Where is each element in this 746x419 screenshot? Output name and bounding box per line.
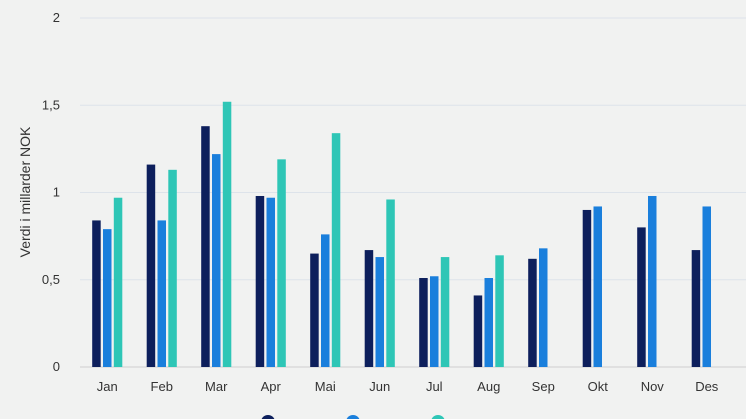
bar — [157, 220, 166, 367]
bar — [375, 257, 384, 367]
y-tick-label: 0 — [53, 359, 60, 374]
bar — [255, 195, 265, 367]
x-tick-label: Aug — [477, 379, 500, 394]
bar — [168, 169, 177, 367]
bar — [321, 234, 330, 367]
x-tick-label: Mai — [315, 379, 336, 394]
y-axis-ticks: 0 0,5 1 1,5 2 — [42, 10, 60, 374]
bar — [331, 133, 341, 367]
y-tick-label: 0,5 — [42, 272, 60, 287]
x-tick-label: Des — [695, 379, 719, 394]
bar — [473, 295, 483, 367]
bar — [582, 209, 592, 367]
bar — [310, 253, 319, 367]
legend-marker — [431, 415, 445, 419]
bar — [539, 248, 548, 367]
x-tick-label: Jun — [369, 379, 390, 394]
bar — [419, 278, 428, 367]
x-tick-label: Jan — [97, 379, 118, 394]
bar — [212, 154, 221, 367]
x-tick-label: Feb — [151, 379, 173, 394]
bar — [691, 250, 701, 367]
bar — [637, 227, 646, 367]
y-tick-label: 1,5 — [42, 97, 60, 112]
legend — [261, 415, 445, 419]
y-axis-title: Verdi i millarder NOK — [17, 126, 33, 257]
bar — [146, 164, 156, 367]
bars — [92, 101, 711, 367]
bar — [430, 276, 439, 367]
x-tick-label: Mar — [205, 379, 228, 394]
bar — [364, 250, 374, 367]
bar — [702, 206, 711, 367]
x-tick-label: Sep — [532, 379, 555, 394]
x-tick-label: Jul — [426, 379, 443, 394]
bar — [484, 278, 493, 367]
grid-lines — [80, 17, 746, 368]
bar — [593, 206, 602, 367]
bar — [386, 199, 395, 367]
bar — [528, 258, 537, 367]
x-axis-ticks: Jan Feb Mar Apr Mai Jun Jul Aug Sep Okt Nov Des — [97, 379, 719, 394]
bar — [113, 197, 123, 367]
bar — [440, 257, 450, 367]
y-tick-label: 2 — [53, 10, 60, 25]
legend-marker — [346, 415, 360, 419]
bar — [277, 159, 286, 367]
bar — [222, 101, 232, 367]
legend-marker — [261, 415, 275, 419]
bar — [495, 255, 504, 367]
bar — [92, 220, 101, 367]
bar — [648, 195, 657, 367]
bar — [266, 197, 275, 367]
bar — [103, 229, 112, 367]
x-tick-label: Okt — [588, 379, 609, 394]
y-tick-label: 1 — [53, 185, 60, 200]
x-tick-label: Apr — [261, 379, 282, 394]
bar — [201, 126, 210, 367]
x-tick-label: Nov — [641, 379, 665, 394]
